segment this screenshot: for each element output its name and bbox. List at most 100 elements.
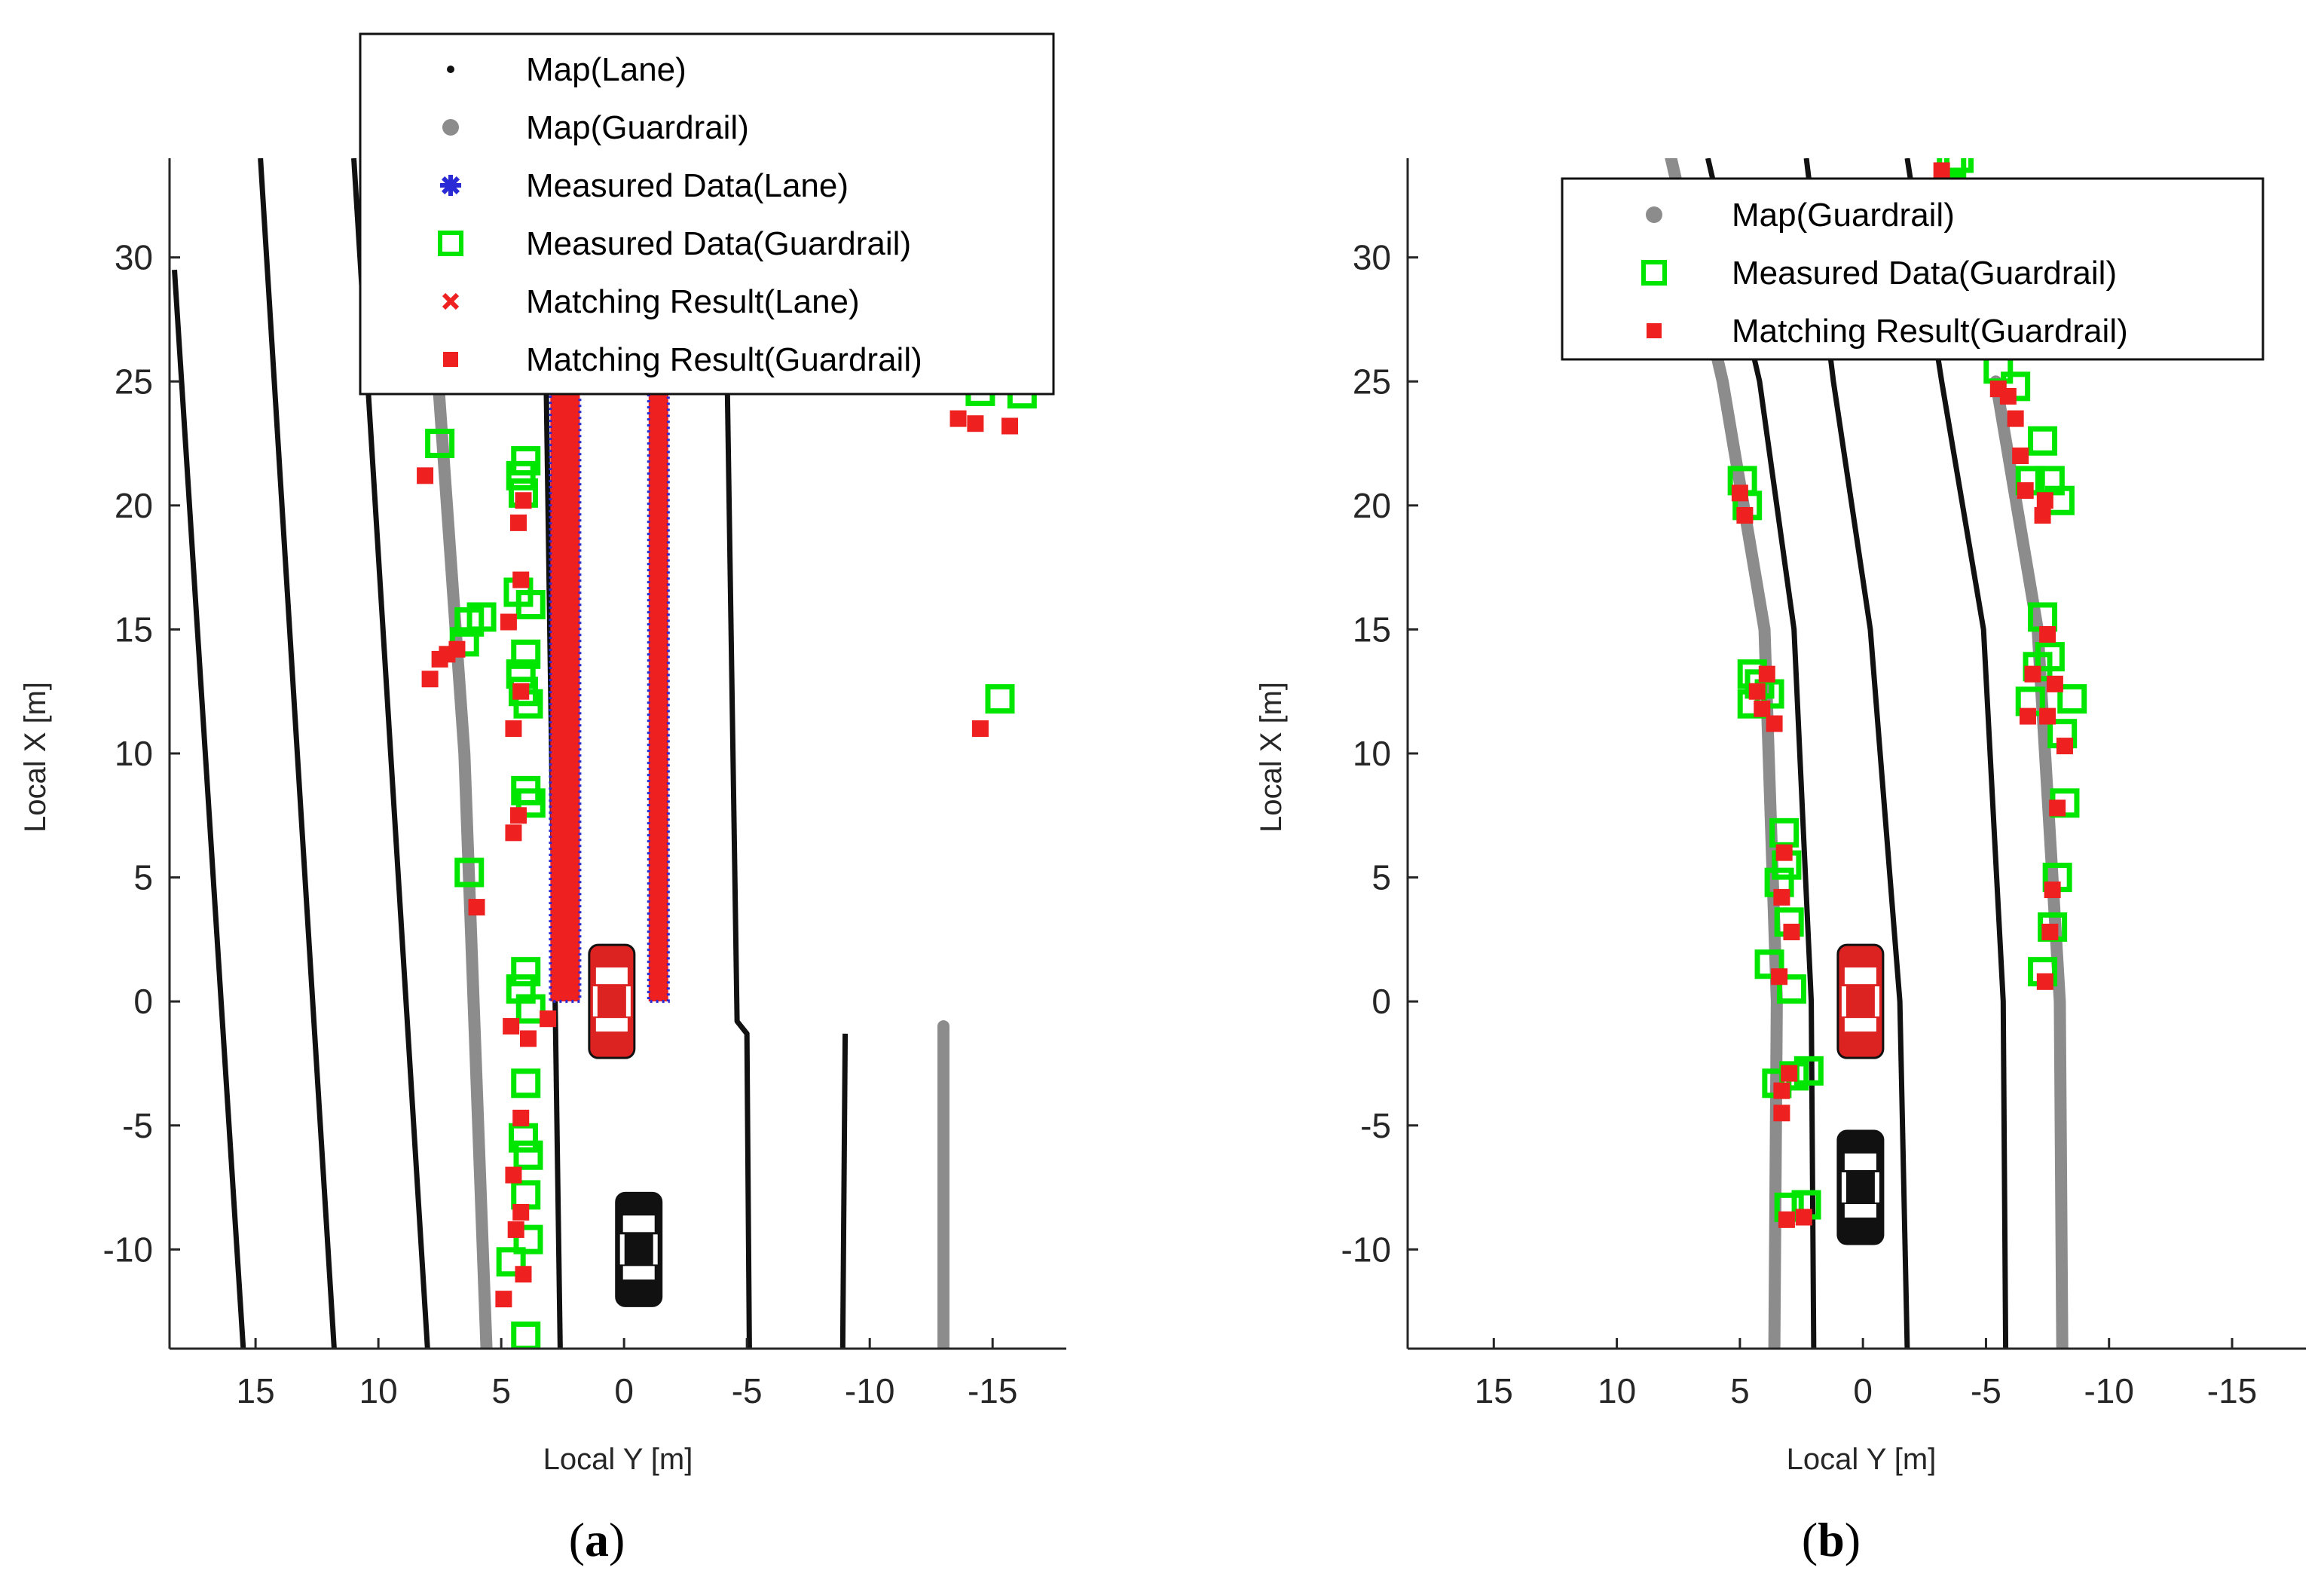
matching-guardrail-point bbox=[1999, 388, 2017, 405]
lane-map-line-0 bbox=[172, 269, 246, 1349]
matching-guardrail-point bbox=[1773, 1082, 1790, 1099]
matching-guardrail-point bbox=[2044, 882, 2061, 899]
matching-guardrail-point bbox=[512, 1109, 530, 1126]
x-tick-label: 10 bbox=[359, 1371, 398, 1410]
x-tick-label: -10 bbox=[845, 1371, 894, 1410]
x-tick-label: 5 bbox=[1730, 1371, 1750, 1410]
matching-guardrail-point bbox=[500, 613, 517, 631]
matching-guardrail-point bbox=[2041, 924, 2059, 940]
y-axis-label-a: Local X [m] bbox=[19, 682, 52, 833]
axes-b: 15 10 5 0 -5 -10 -15 30 25 20 15 10 5 0 -5 -10 bbox=[1341, 158, 2306, 1410]
legend-entry-label: Matching Result(Guardrail) bbox=[526, 341, 922, 378]
legend-entry-label: Measured Data(Lane) bbox=[526, 167, 849, 204]
matching-guardrail-point bbox=[2056, 738, 2073, 755]
matching-guardrail-point bbox=[431, 650, 448, 668]
legend-marker-guardrail-map bbox=[442, 119, 459, 136]
legend-marker-matching-guardrail bbox=[1647, 323, 1662, 338]
matching-guardrail-point bbox=[2019, 707, 2036, 725]
matching-guardrail-point bbox=[2036, 973, 2053, 990]
measured-guardrail-point bbox=[1754, 949, 1784, 979]
y-axis-label-b: Local X [m] bbox=[1255, 682, 1288, 833]
measured-guardrail-point bbox=[515, 590, 546, 619]
matching-guardrail-point bbox=[2046, 675, 2063, 692]
measured-guardrail-point bbox=[466, 602, 497, 632]
car-ego-icon bbox=[1836, 943, 1885, 1059]
matching-guardrail-point bbox=[2036, 492, 2053, 509]
matching-guardrail-point bbox=[971, 720, 989, 738]
matching-guardrail-point bbox=[1736, 507, 1754, 524]
measured-guardrail-point bbox=[496, 1247, 526, 1277]
guardrail-map-line-1 bbox=[1989, 375, 2069, 1349]
legend-box bbox=[359, 32, 1055, 396]
measured-guardrail-point bbox=[2028, 426, 2058, 456]
matching-guardrail-point bbox=[1758, 665, 1775, 683]
matching-guardrail-point bbox=[512, 571, 530, 588]
measured-guardrail-point bbox=[511, 639, 541, 669]
matching-guardrail-point bbox=[1748, 683, 1766, 700]
matching-guardrail-point bbox=[512, 683, 530, 700]
y-tick-label: 20 bbox=[115, 486, 153, 525]
matching-guardrail-point bbox=[1781, 1065, 1798, 1082]
matching-guardrail-point bbox=[509, 514, 527, 531]
y-tick-label: 0 bbox=[1371, 982, 1391, 1021]
y-tick-label: -10 bbox=[103, 1230, 153, 1269]
matching-guardrail-point bbox=[1783, 924, 1800, 940]
legend-marker-matching-guardrail bbox=[443, 352, 458, 367]
y-tick-label: 30 bbox=[115, 238, 153, 277]
matching-guardrail-point bbox=[1731, 484, 1748, 502]
legend-entry-label: Matching Result(Guardrail) bbox=[1732, 313, 2128, 350]
x-tick-label: 15 bbox=[1475, 1371, 1513, 1410]
y-tick-label: 0 bbox=[133, 982, 153, 1021]
legend-marker-lane-map bbox=[447, 66, 454, 73]
y-tick-label: -5 bbox=[122, 1106, 153, 1145]
measured-guardrail-point bbox=[985, 684, 1015, 714]
lane-map-line-4 bbox=[724, 381, 752, 1349]
matching-guardrail-point bbox=[2017, 482, 2034, 500]
matching-guardrail-point bbox=[1933, 162, 1950, 179]
legend-marker-measured-lane bbox=[440, 175, 461, 196]
matching-guardrail-point bbox=[468, 899, 485, 916]
matching-guardrail-point bbox=[505, 824, 522, 842]
matching-guardrail-point bbox=[505, 720, 522, 738]
x-tick-label: 0 bbox=[614, 1371, 634, 1410]
measured-guardrail-point bbox=[2035, 642, 2065, 672]
y-tick-label: 25 bbox=[115, 362, 153, 401]
matching-guardrail-point bbox=[515, 1266, 532, 1283]
legend-marker-guardrail-map bbox=[1646, 206, 1662, 223]
x-axis-label-a: Local Y [m] bbox=[543, 1443, 693, 1476]
legend-entry-label: Map(Guardrail) bbox=[526, 109, 749, 146]
y-tick-label: 10 bbox=[1353, 734, 1391, 773]
legend-marker-measured-guardrail bbox=[438, 231, 463, 256]
measured-guardrail-point bbox=[1776, 974, 1806, 1004]
x-tick-label: 5 bbox=[491, 1371, 511, 1410]
matching-guardrail-point bbox=[421, 671, 439, 688]
matching-guardrail-point bbox=[2034, 507, 2051, 524]
lane-measurement-band-1 bbox=[647, 330, 670, 1004]
matching-guardrail-point bbox=[2024, 665, 2041, 683]
matching-guardrail-point bbox=[949, 410, 967, 427]
measured-guardrail-point bbox=[506, 460, 536, 490]
x-tick-label: -15 bbox=[968, 1371, 1017, 1410]
matching-guardrail-point bbox=[1773, 888, 1790, 906]
legend-marker-matching-lane bbox=[442, 292, 460, 310]
guardrail-map-line-0 bbox=[431, 362, 493, 1349]
matching-guardrail-point bbox=[2012, 448, 2029, 464]
matching-guardrail-point bbox=[503, 1018, 520, 1035]
measured-guardrail-point bbox=[511, 1068, 541, 1099]
chart-a: 15 10 5 0 -5 -10 -15 30 25 20 15 10 5 0 -5 -10 Map(Lane… bbox=[19, 32, 1066, 1566]
y-tick-label: 15 bbox=[115, 610, 153, 649]
matching-guardrail-point bbox=[2049, 799, 2066, 817]
y-tick-label: 5 bbox=[133, 858, 153, 897]
x-tick-label: -5 bbox=[732, 1371, 763, 1410]
legend-a: Map(Lane) Map(Guardrail) Measured Data(Lan… bbox=[359, 32, 1055, 396]
matching-guardrail-point bbox=[520, 1030, 537, 1047]
matching-guardrail-point bbox=[2039, 626, 2056, 643]
matching-guardrail-point bbox=[1754, 700, 1771, 717]
measured-guardrail-point bbox=[454, 857, 485, 888]
measured-guardrail-point bbox=[513, 1140, 543, 1170]
lane-map-line-1 bbox=[258, 158, 337, 1349]
measured-guardrail-point bbox=[511, 1322, 541, 1349]
legend-b: Map(Guardrail) Measured Data(Guardrail) Ma… bbox=[1561, 177, 2264, 361]
measured-guardrail-point bbox=[511, 446, 541, 476]
